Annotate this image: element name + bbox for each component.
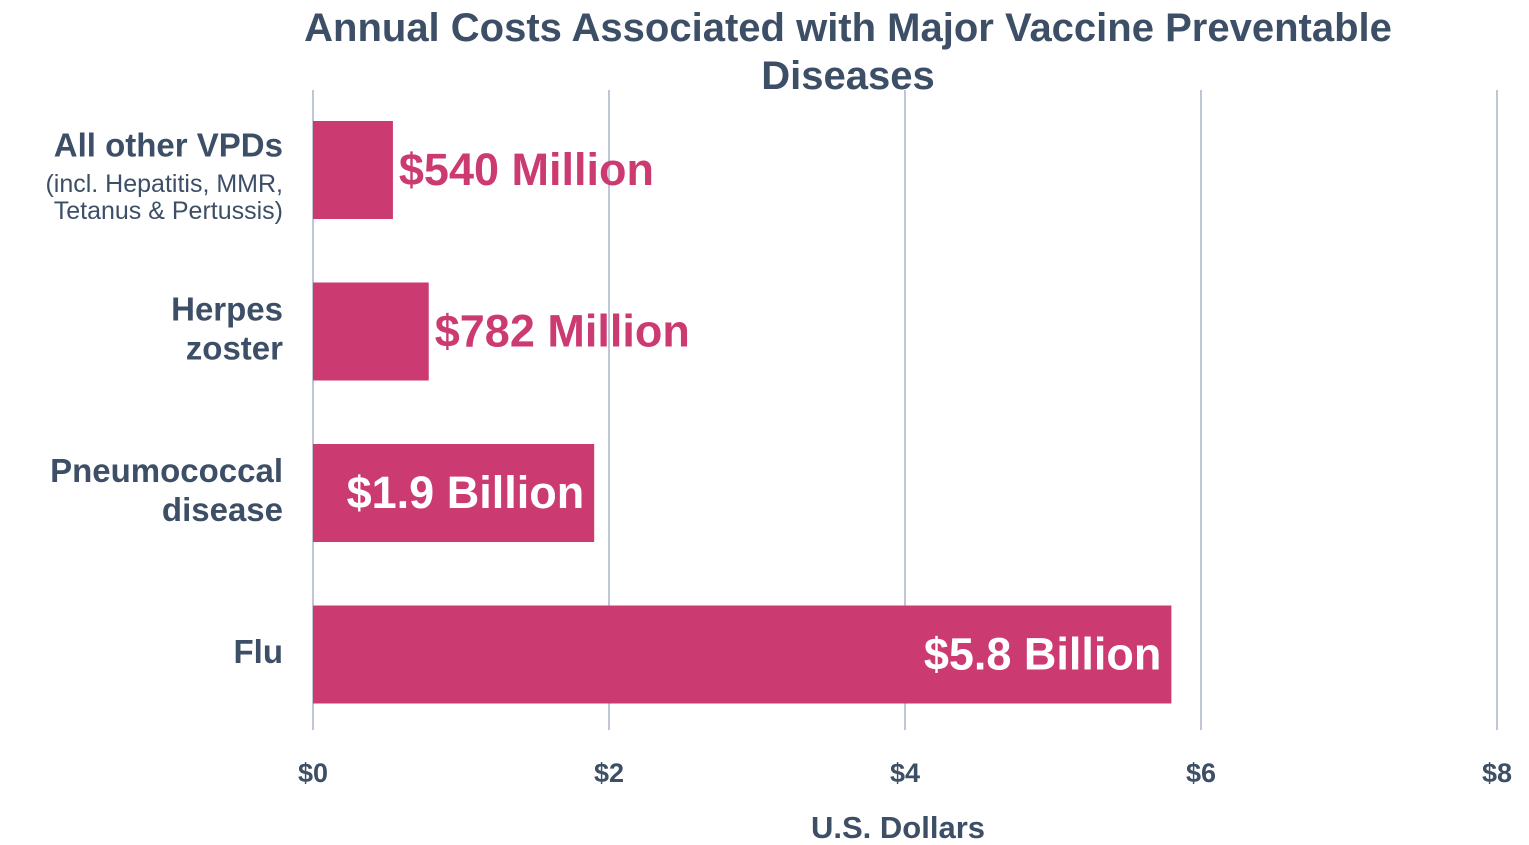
value-label: $1.9 Billion	[347, 467, 585, 518]
x-axis-label: U.S. Dollars	[811, 810, 985, 845]
x-tick-label: $6	[1186, 758, 1216, 788]
y-tick-label: Herpes zoster	[171, 290, 283, 366]
bar	[313, 121, 393, 219]
y-tick-label: Flu	[234, 633, 283, 670]
value-label: $540 Million	[399, 144, 654, 195]
x-tick-label: $8	[1482, 758, 1512, 788]
y-tick-label: Pneumococcal disease	[50, 452, 283, 528]
x-tick-label: $0	[298, 758, 328, 788]
value-label: $5.8 Billion	[924, 628, 1162, 679]
bar	[313, 605, 1172, 704]
x-tick-label: $2	[594, 758, 624, 788]
chart-title: Annual Costs Associated with Major Vacci…	[304, 6, 1392, 98]
bar	[313, 444, 595, 542]
y-tick-label: All other VPDs	[54, 127, 283, 164]
bar	[313, 282, 429, 381]
category-note: (incl. Hepatitis, MMR, Tetanus & Pertussi…	[45, 170, 283, 225]
value-label: $782 Million	[435, 305, 690, 356]
x-tick-label: $4	[890, 758, 920, 788]
